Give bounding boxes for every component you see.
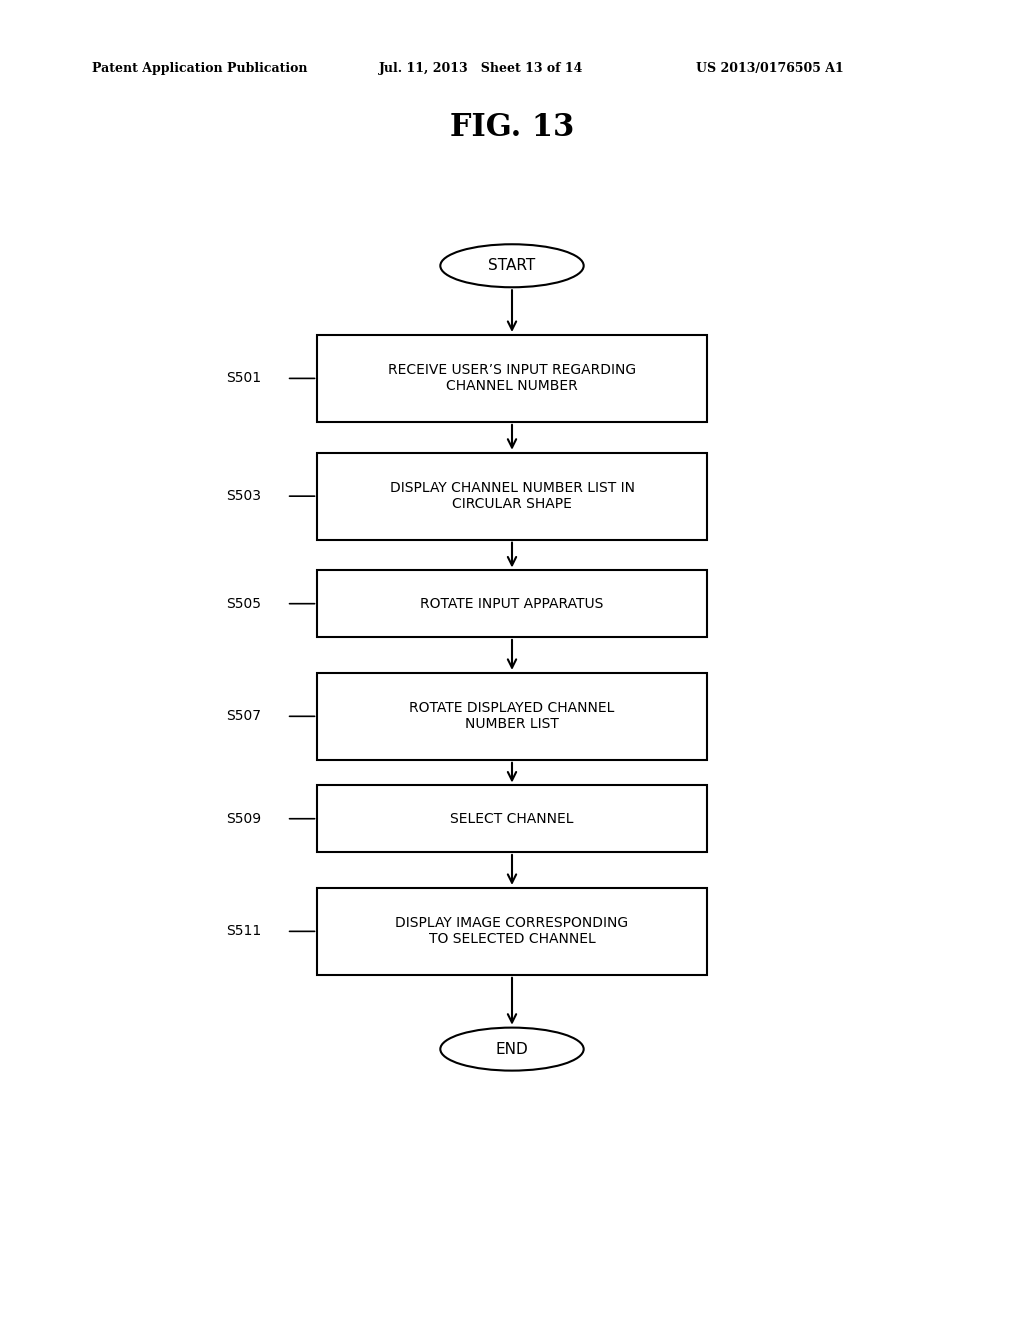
Text: S503: S503 [226, 490, 261, 503]
FancyBboxPatch shape [317, 888, 707, 975]
Text: DISPLAY CHANNEL NUMBER LIST IN
CIRCULAR SHAPE: DISPLAY CHANNEL NUMBER LIST IN CIRCULAR … [389, 480, 635, 511]
Text: US 2013/0176505 A1: US 2013/0176505 A1 [696, 62, 844, 75]
Text: RECEIVE USER’S INPUT REGARDING
CHANNEL NUMBER: RECEIVE USER’S INPUT REGARDING CHANNEL N… [388, 363, 636, 393]
FancyBboxPatch shape [317, 673, 707, 760]
Text: DISPLAY IMAGE CORRESPONDING
TO SELECTED CHANNEL: DISPLAY IMAGE CORRESPONDING TO SELECTED … [395, 916, 629, 946]
Text: S501: S501 [226, 371, 261, 385]
Text: S511: S511 [226, 924, 261, 939]
FancyBboxPatch shape [317, 453, 707, 540]
FancyBboxPatch shape [317, 785, 707, 851]
Text: Jul. 11, 2013   Sheet 13 of 14: Jul. 11, 2013 Sheet 13 of 14 [379, 62, 584, 75]
Text: SELECT CHANNEL: SELECT CHANNEL [451, 812, 573, 826]
FancyBboxPatch shape [317, 570, 707, 638]
Text: Patent Application Publication: Patent Application Publication [92, 62, 307, 75]
Text: ROTATE DISPLAYED CHANNEL
NUMBER LIST: ROTATE DISPLAYED CHANNEL NUMBER LIST [410, 701, 614, 731]
Text: S507: S507 [226, 709, 261, 723]
Text: FIG. 13: FIG. 13 [450, 112, 574, 143]
Text: START: START [488, 259, 536, 273]
Text: S505: S505 [226, 597, 261, 611]
FancyBboxPatch shape [317, 335, 707, 422]
Ellipse shape [440, 244, 584, 288]
Text: ROTATE INPUT APPARATUS: ROTATE INPUT APPARATUS [420, 597, 604, 611]
Text: S509: S509 [226, 812, 261, 826]
Ellipse shape [440, 1027, 584, 1071]
Text: END: END [496, 1041, 528, 1056]
